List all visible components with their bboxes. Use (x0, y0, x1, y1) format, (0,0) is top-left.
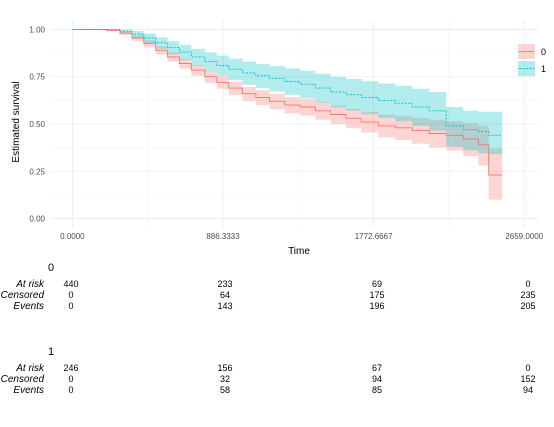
risk-row-label: Events (13, 301, 44, 312)
risk-cell: 32 (219, 374, 230, 384)
risk-cell: 235 (520, 290, 536, 300)
risk-cell: 152 (520, 374, 536, 384)
risk-row-label: Events (13, 385, 44, 396)
x-tick-label: 886.3333 (206, 232, 240, 241)
x-axis-title: Time (288, 246, 310, 257)
risk-cell: 143 (217, 301, 233, 311)
survival-chart: 0.00 0.25 0.50 0.75 1.00 0.0000 886.3333 1772.6… (11, 20, 546, 257)
y-tick-label: 0.25 (29, 167, 45, 176)
confidence-band-1 (72, 29, 503, 155)
risk-cell: 64 (219, 290, 230, 300)
risk-cell: 85 (371, 385, 382, 395)
risk-cell: 440 (63, 279, 79, 289)
x-tick-label: 2659.0000 (505, 232, 543, 241)
risk-table-title: 1 (48, 346, 55, 358)
risk-cell: 58 (219, 385, 230, 395)
risk-cell: 175 (369, 290, 385, 300)
risk-cell: 69 (371, 279, 382, 289)
legend-label: 1 (541, 64, 546, 74)
risk-table-title: 0 (48, 262, 55, 274)
risk-cell: 0 (68, 374, 74, 384)
risk-cell: 196 (369, 301, 385, 311)
risk-cell: 233 (217, 279, 233, 289)
risk-row-label: Censored (0, 290, 44, 301)
risk-cell: 246 (63, 363, 79, 373)
survival-curves (72, 29, 503, 176)
risk-cell: 67 (371, 363, 382, 373)
risk-cell: 0 (68, 301, 74, 311)
y-axis-title: Estimated survival (11, 81, 22, 162)
risk-cell: 0 (525, 279, 531, 289)
risk-row-label: Censored (0, 374, 44, 385)
y-tick-label: 0.75 (29, 73, 45, 82)
legend-label: 0 (541, 47, 546, 57)
risk-cell: 156 (217, 363, 233, 373)
y-tick-label: 0.00 (29, 215, 45, 224)
grid (52, 20, 538, 228)
risk-table-group-1: 1 At risk 246 156 67 0 Censored 0 32 94 152 Events… (0, 346, 554, 406)
x-tick-label: 1772.6667 (355, 232, 393, 241)
y-tick-label: 1.00 (29, 25, 45, 34)
confidence-bands (72, 29, 503, 200)
x-tick-label: 0.0000 (60, 232, 85, 241)
risk-row-label: At risk (16, 363, 44, 374)
risk-cell: 205 (520, 301, 536, 311)
axis-ticks: 0.00 0.25 0.50 0.75 1.00 0.0000 886.3333 1772.6… (29, 25, 543, 241)
risk-cell: 0 (525, 363, 531, 373)
risk-table-group-0: 0 At risk 440 233 69 0 Censored 0 64 175 235 Event… (0, 262, 554, 322)
risk-cell: 0 (68, 290, 74, 300)
risk-cell: 94 (371, 374, 382, 384)
y-tick-label: 0.50 (29, 120, 45, 129)
risk-cell: 0 (68, 385, 74, 395)
risk-cell: 94 (522, 385, 533, 395)
legend: 01 (518, 44, 546, 76)
survival-curve-0 (72, 29, 503, 176)
risk-row-label: At risk (16, 279, 44, 290)
